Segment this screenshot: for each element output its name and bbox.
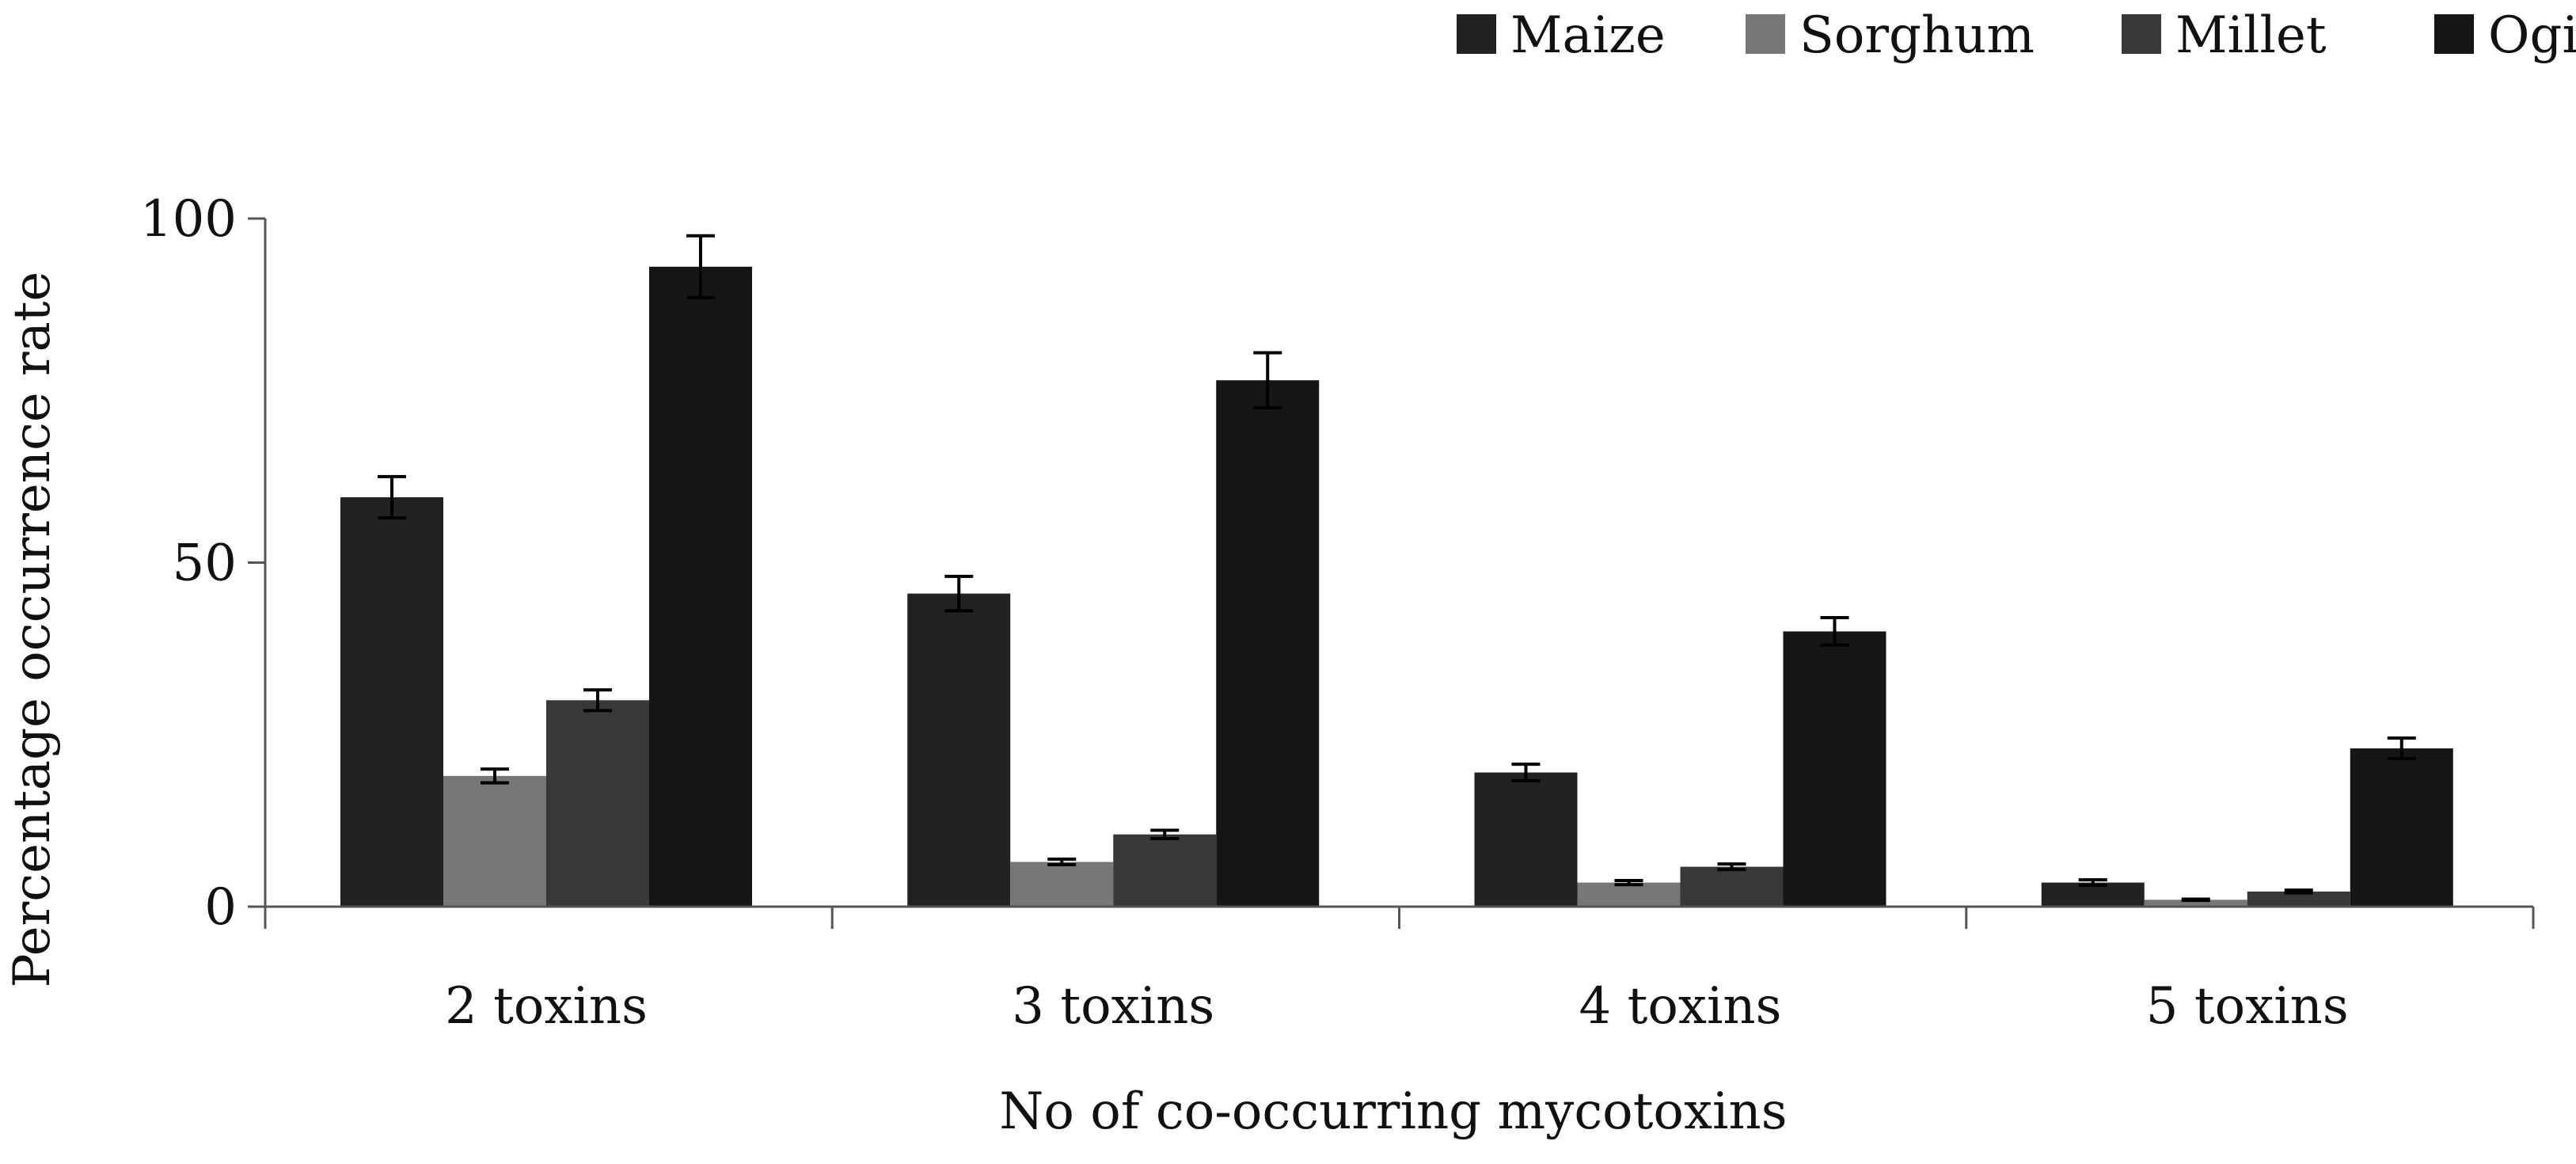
legend-label-millet: Millet — [2175, 6, 2327, 65]
bar-sorghum-3 — [1577, 882, 1681, 907]
legend: Maize Sorghum Millet Ogi — [1457, 6, 2576, 65]
bar-maize-3 — [1474, 772, 1578, 907]
x-tick-label: 3 toxins — [1012, 977, 1214, 1036]
legend-swatch-maize — [1457, 14, 1496, 54]
legend-label-ogi: Ogi — [2488, 6, 2576, 65]
bar-ogi-3 — [1783, 631, 1886, 907]
bars — [340, 266, 2453, 907]
legend-swatch-sorghum — [1746, 14, 1785, 54]
legend-label-maize: Maize — [1510, 6, 1666, 65]
x-axis-title: No of co-occurring mycotoxins — [999, 1082, 1787, 1141]
bar-ogi-4 — [2350, 748, 2453, 907]
bar-millet-4 — [2247, 891, 2350, 907]
bar-sorghum-4 — [2144, 900, 2247, 907]
y-tick-label: 0 — [204, 878, 237, 937]
bar-maize-2 — [907, 593, 1011, 907]
y-tick-label: 100 — [140, 190, 237, 249]
x-tick-label: 5 toxins — [2146, 977, 2349, 1036]
bar-millet-1 — [546, 700, 649, 907]
x-tick-label: 4 toxins — [1579, 977, 1782, 1036]
legend-label-sorghum: Sorghum — [1799, 6, 2035, 65]
bar-sorghum-1 — [443, 775, 546, 907]
x-tick-label: 2 toxins — [445, 977, 648, 1036]
error-bars — [378, 234, 2416, 903]
legend-swatch-millet — [2122, 14, 2161, 54]
bar-sorghum-2 — [1010, 862, 1114, 907]
y-tick-label: 50 — [173, 534, 237, 593]
y-axis-title: Percentage occurrence rate — [3, 272, 62, 988]
bar-ogi-2 — [1216, 380, 1320, 907]
bar-ogi-1 — [649, 266, 752, 907]
bar-maize-1 — [340, 496, 443, 907]
bar-millet-2 — [1113, 834, 1217, 907]
bar-millet-3 — [1680, 866, 1784, 907]
axes: 0 50 100 2 toxins 3 toxins 4 toxins 5 toxins — [140, 190, 2535, 1036]
legend-swatch-ogi — [2434, 14, 2474, 54]
